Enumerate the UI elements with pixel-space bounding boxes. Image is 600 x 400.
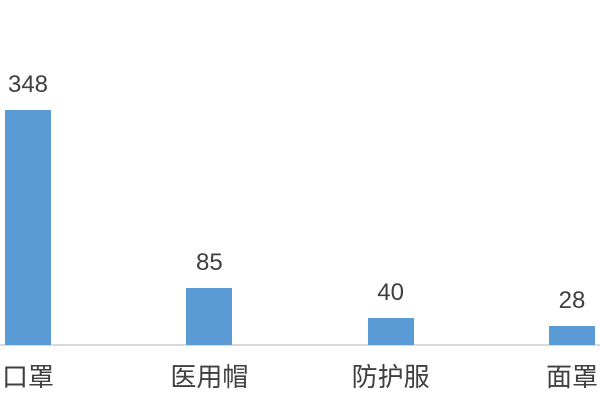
bar [367,318,414,345]
bar-group: 85 医用帽 [170,249,248,391]
category-label: 口罩 [1,362,55,392]
bar [186,288,233,345]
value-label: 348 [7,71,49,98]
value-label: 40 [377,279,404,306]
value-label: 28 [558,287,586,314]
category-label: 医用帽 [170,362,249,392]
category-label: 防护服 [351,362,430,392]
bar [548,326,595,345]
x-axis-line [0,344,600,346]
value-label: 85 [195,249,223,276]
bar-group: 28 面罩 [546,287,598,391]
category-label: 面罩 [545,362,598,392]
bar-group: 348 口罩 [2,71,54,391]
bar [5,110,51,345]
bar-group: 40 防护服 [352,279,430,391]
